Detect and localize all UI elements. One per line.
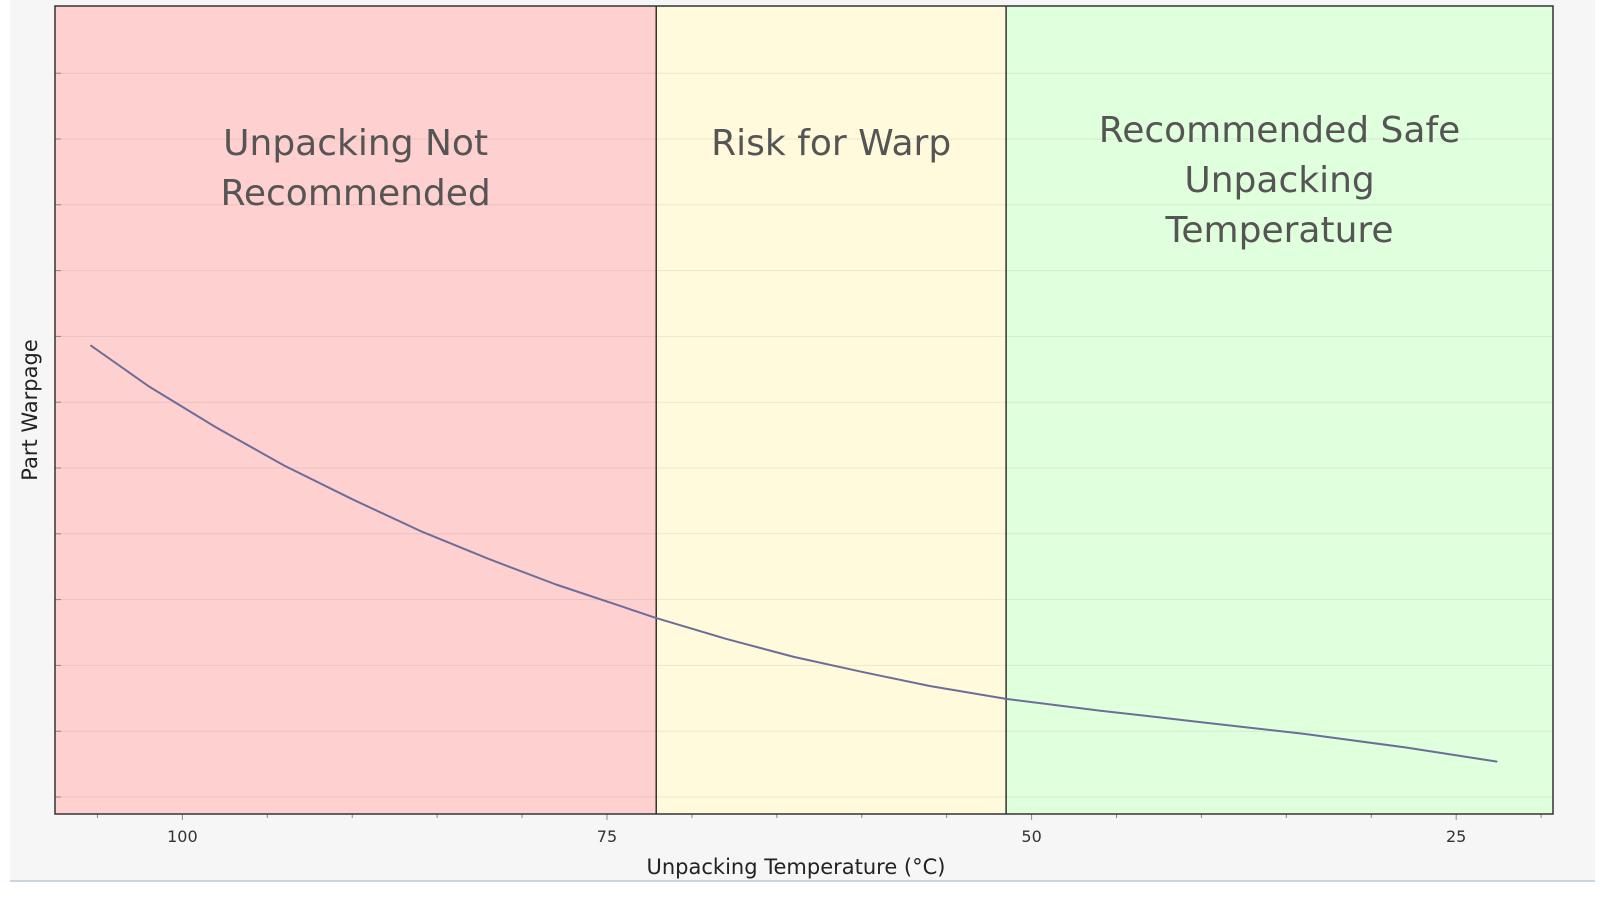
data-point — [215, 426, 217, 429]
data-point — [929, 685, 931, 687]
warpage-chart: Unpacking Not Recommended Risk for Warp Rec… — [18, 5, 1554, 879]
data-point — [351, 498, 353, 500]
region-label-line: Risk for Warp — [711, 123, 951, 164]
region-1 — [55, 6, 657, 814]
data-point — [147, 385, 150, 387]
region-label-line: Temperature — [1165, 210, 1394, 251]
data-point — [1005, 698, 1007, 700]
x-tick-label: 100 — [167, 827, 198, 846]
x-tick-label: 25 — [1446, 827, 1466, 846]
y-axis-title: Part Warpage — [18, 339, 42, 481]
data-point — [555, 583, 557, 586]
data-point — [1098, 709, 1101, 712]
data-point — [725, 638, 727, 640]
data-point — [793, 656, 795, 658]
data-point — [1302, 733, 1304, 735]
data-point — [283, 464, 285, 467]
data-point — [655, 617, 657, 619]
x-tick-label: 50 — [1021, 827, 1041, 846]
data-point — [1496, 761, 1498, 763]
data-point — [623, 606, 625, 608]
x-axis-title: Unpacking Temperature (°C) — [647, 855, 946, 879]
region-2 — [656, 6, 1007, 814]
region-dividers — [655, 6, 1007, 814]
plot-border — [54, 5, 1554, 815]
region-label-line: Recommended — [220, 173, 490, 214]
x-ticks: 100 75 50 25 — [96, 814, 1542, 846]
region-label-line: Unpacking Not — [223, 123, 488, 164]
data-point — [419, 530, 421, 532]
x-tick-label: 75 — [597, 827, 617, 846]
region-3 — [1006, 6, 1553, 814]
region-label-line: Unpacking — [1184, 160, 1374, 201]
chart-frame: Unpacking Not Recommended Risk for Warp Rec… — [10, 0, 1595, 882]
data-point — [1404, 746, 1406, 749]
series-layer — [90, 344, 1498, 763]
region-label-line: Recommended Safe — [1099, 110, 1461, 151]
region-labels: Unpacking Not Recommended Risk for Warp Rec… — [220, 110, 1460, 251]
series-line-1 — [90, 344, 1498, 763]
data-point — [90, 344, 92, 346]
data-point — [487, 558, 489, 560]
temperature-regions — [55, 6, 1553, 814]
gridlines — [55, 72, 1553, 798]
data-point — [861, 671, 863, 673]
data-point — [1200, 721, 1203, 723]
